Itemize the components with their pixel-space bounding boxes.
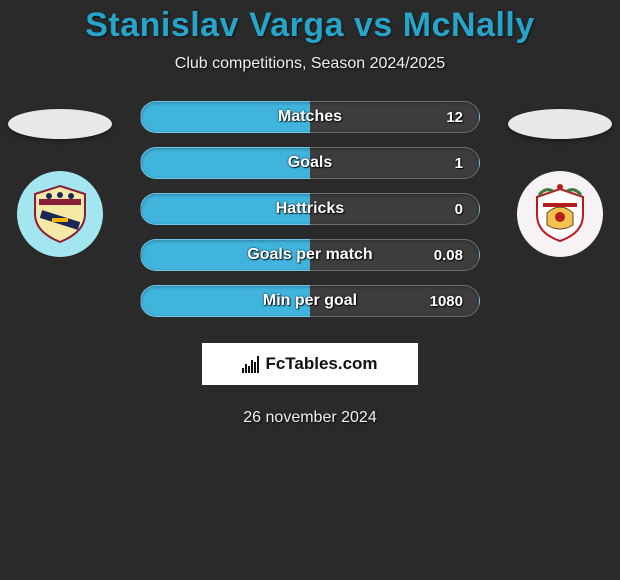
- crest-icon: [527, 181, 593, 247]
- page-title: Stanislav Varga vs McNally: [85, 6, 535, 45]
- left-club-logo: [17, 171, 103, 257]
- stat-value: 1: [455, 155, 463, 172]
- brand-badge[interactable]: FcTables.com: [202, 343, 418, 385]
- stat-row-min-per-goal: Min per goal 1080: [140, 285, 480, 317]
- stat-label: Goals per match: [247, 246, 372, 264]
- stat-row-goals: Goals 1: [140, 147, 480, 179]
- right-player-avatar: [508, 109, 612, 139]
- date-text: 26 november 2024: [243, 409, 376, 427]
- stat-label: Min per goal: [263, 292, 357, 310]
- stat-label: Hattricks: [276, 200, 344, 218]
- stat-row-hattricks: Hattricks 0: [140, 193, 480, 225]
- stats-column: Matches 12 Goals 1 Hattricks 0 Goals per…: [120, 101, 500, 427]
- left-player-column: [0, 101, 120, 257]
- stat-label: Matches: [278, 108, 342, 126]
- stat-value: 0.08: [434, 247, 463, 264]
- main-row: Matches 12 Goals 1 Hattricks 0 Goals per…: [0, 101, 620, 427]
- stat-row-matches: Matches 12: [140, 101, 480, 133]
- brand-text: FcTables.com: [265, 354, 377, 374]
- stat-label: Goals: [288, 154, 332, 172]
- page-subtitle: Club competitions, Season 2024/2025: [175, 55, 445, 73]
- right-player-column: [500, 101, 620, 257]
- right-club-logo: [517, 171, 603, 257]
- bar-chart-icon: [242, 355, 259, 373]
- stat-row-goals-per-match: Goals per match 0.08: [140, 239, 480, 271]
- shield-icon: [27, 184, 93, 244]
- stat-value: 1080: [430, 293, 463, 310]
- comparison-card: Stanislav Varga vs McNally Club competit…: [0, 0, 620, 427]
- stat-value: 0: [455, 201, 463, 218]
- left-player-avatar: [8, 109, 112, 139]
- stat-value: 12: [446, 109, 463, 126]
